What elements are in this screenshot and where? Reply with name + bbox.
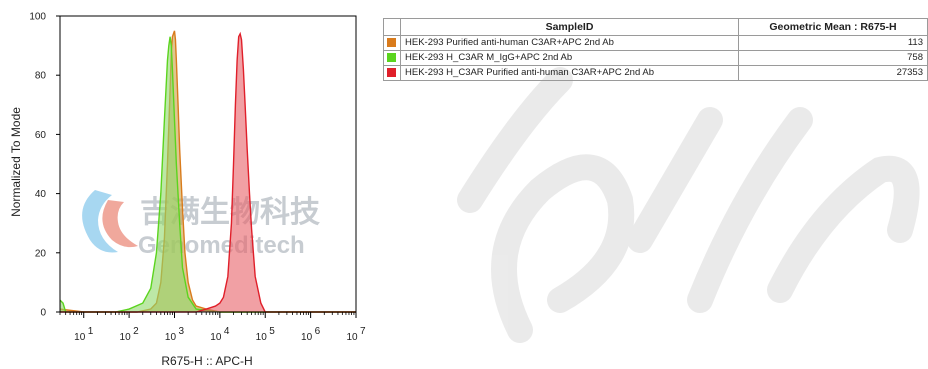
legend-row: HEK-293 H_C3AR Purified anti-human C3AR+… xyxy=(383,65,928,81)
swatch-cell xyxy=(383,50,401,66)
y-axis-title: Normalized To Mode xyxy=(9,107,23,217)
x-tick-label: 10 xyxy=(210,332,222,343)
x-tick-exponent: 4 xyxy=(224,326,230,337)
legend-swatch xyxy=(387,52,396,62)
y-tick-label: 100 xyxy=(29,12,46,23)
sample-name: HEK-293 H_C3AR Purified anti-human C3AR+… xyxy=(400,65,739,81)
legend-table: SampleID Geometric Mean : R675-H HEK-293… xyxy=(383,18,928,81)
geomean-value: 758 xyxy=(738,50,928,66)
series-area xyxy=(60,36,356,312)
geomean-header: Geometric Mean : R675-H xyxy=(738,18,928,36)
geomean-value: 113 xyxy=(738,35,928,51)
logo-swoosh-icon xyxy=(82,190,118,253)
watermark-stroke xyxy=(627,107,723,253)
legend-header-row: SampleID Geometric Mean : R675-H xyxy=(383,18,928,36)
x-tick-label: 10 xyxy=(120,332,132,343)
x-tick-label: 10 xyxy=(74,332,86,343)
geomean-value: 27353 xyxy=(738,65,928,81)
x-tick-exponent: 2 xyxy=(133,326,139,337)
series-1 xyxy=(59,36,356,313)
legend-swatch xyxy=(387,37,396,47)
x-tick-label: 10 xyxy=(165,332,177,343)
x-tick-exponent: 5 xyxy=(269,326,275,337)
plot-frame xyxy=(59,15,357,313)
swatch-cell xyxy=(383,35,401,51)
x-tick-label: 10 xyxy=(256,332,268,343)
watermark-stroke xyxy=(491,154,635,343)
logo-swoosh-icon xyxy=(102,200,138,248)
series-line xyxy=(59,36,356,313)
watermark-stroke xyxy=(687,107,813,313)
y-tick-label: 40 xyxy=(35,189,47,200)
series-2 xyxy=(60,31,356,313)
x-tick-label: 10 xyxy=(301,332,313,343)
series-line xyxy=(59,30,356,313)
legend-row: HEK-293 H_C3AR M_IgG+APC 2nd Ab 758 xyxy=(383,50,928,66)
x-tick-label: 10 xyxy=(346,332,358,343)
series-area xyxy=(60,33,356,312)
y-tick-label: 80 xyxy=(35,71,47,82)
x-tick-exponent: 7 xyxy=(360,326,366,337)
series-layer xyxy=(59,30,356,313)
x-tick-exponent: 1 xyxy=(88,326,94,337)
genomeditech-watermark: 吉满生物科技 Genomeditech xyxy=(82,190,320,259)
watermark-stroke xyxy=(457,67,573,213)
sample-name: HEK-293 H_C3AR M_IgG+APC 2nd Ab xyxy=(400,50,739,66)
sample-name: HEK-293 Purified anti-human C3AR+APC 2nd… xyxy=(400,35,739,51)
x-axis-title: R675-H :: APC-H xyxy=(161,354,252,368)
swatch-cell xyxy=(383,65,401,81)
legend-row: HEK-293 Purified anti-human C3AR+APC 2nd… xyxy=(383,35,928,51)
swatch-header xyxy=(383,18,401,36)
y-tick-label: 0 xyxy=(40,308,46,319)
y-tick-label: 60 xyxy=(35,130,47,141)
x-tick-exponent: 3 xyxy=(178,326,184,337)
y-tick-label: 20 xyxy=(35,248,47,259)
sampleid-header: SampleID xyxy=(400,18,739,36)
series-0 xyxy=(59,30,356,313)
series-line xyxy=(60,31,356,313)
watermark-stroke xyxy=(767,155,920,303)
legend-swatch xyxy=(387,67,396,77)
series-area xyxy=(60,30,356,313)
histogram-chart: 吉满生物科技 Genomeditech 02040608010010110210… xyxy=(9,12,366,369)
x-tick-exponent: 6 xyxy=(315,326,321,337)
